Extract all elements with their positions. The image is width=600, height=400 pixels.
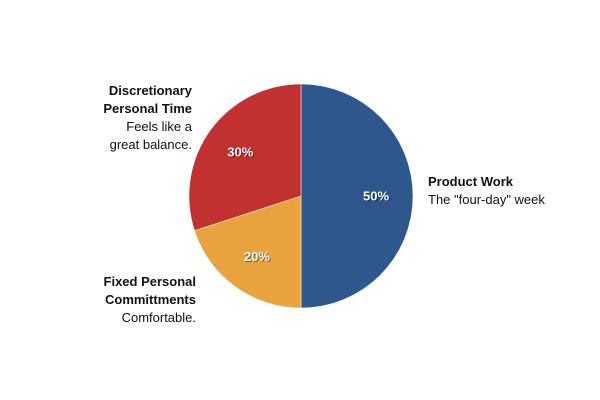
pie-slice-discretionary-personal-time <box>188 83 302 231</box>
label-discretionary-title-line2: Personal Time <box>103 101 192 116</box>
label-discretionary-title-line1: Discretionary <box>108 83 192 98</box>
pie-slice-product-work <box>300 83 414 309</box>
label-discretionary-personal-time: Discretionary Personal Time Feels like a… <box>72 82 192 154</box>
label-discretionary-desc-line1: Feels like a <box>126 119 192 134</box>
label-fixed-personal-committments: Fixed Personal Committments Comfortable. <box>76 273 196 327</box>
label-discretionary-desc-line2: great balance. <box>109 137 192 152</box>
label-fixed-title-line2: Committments <box>104 292 196 307</box>
pie-slice-label-shadow-product-work: 50% <box>364 190 390 205</box>
label-product-work-title: Product Work <box>428 174 513 189</box>
pie-slice-fixed-personal-committments <box>194 195 302 309</box>
pie-slice-label-fixed-personal-committments: 20% <box>244 249 270 264</box>
pie-slice-label-shadow-discretionary-personal-time: 30% <box>228 145 254 160</box>
pie-slice-label-product-work: 50% <box>363 189 389 204</box>
label-fixed-title-line1: Fixed Personal <box>103 274 196 289</box>
label-product-work-desc: The "four-day" week <box>428 192 545 207</box>
label-fixed-desc: Comfortable. <box>121 310 196 325</box>
label-product-work: Product Work The "four-day" week <box>428 173 545 209</box>
pie-slice-label-shadow-fixed-personal-committments: 20% <box>245 250 271 265</box>
pie-slice-label-discretionary-personal-time: 30% <box>227 144 253 159</box>
